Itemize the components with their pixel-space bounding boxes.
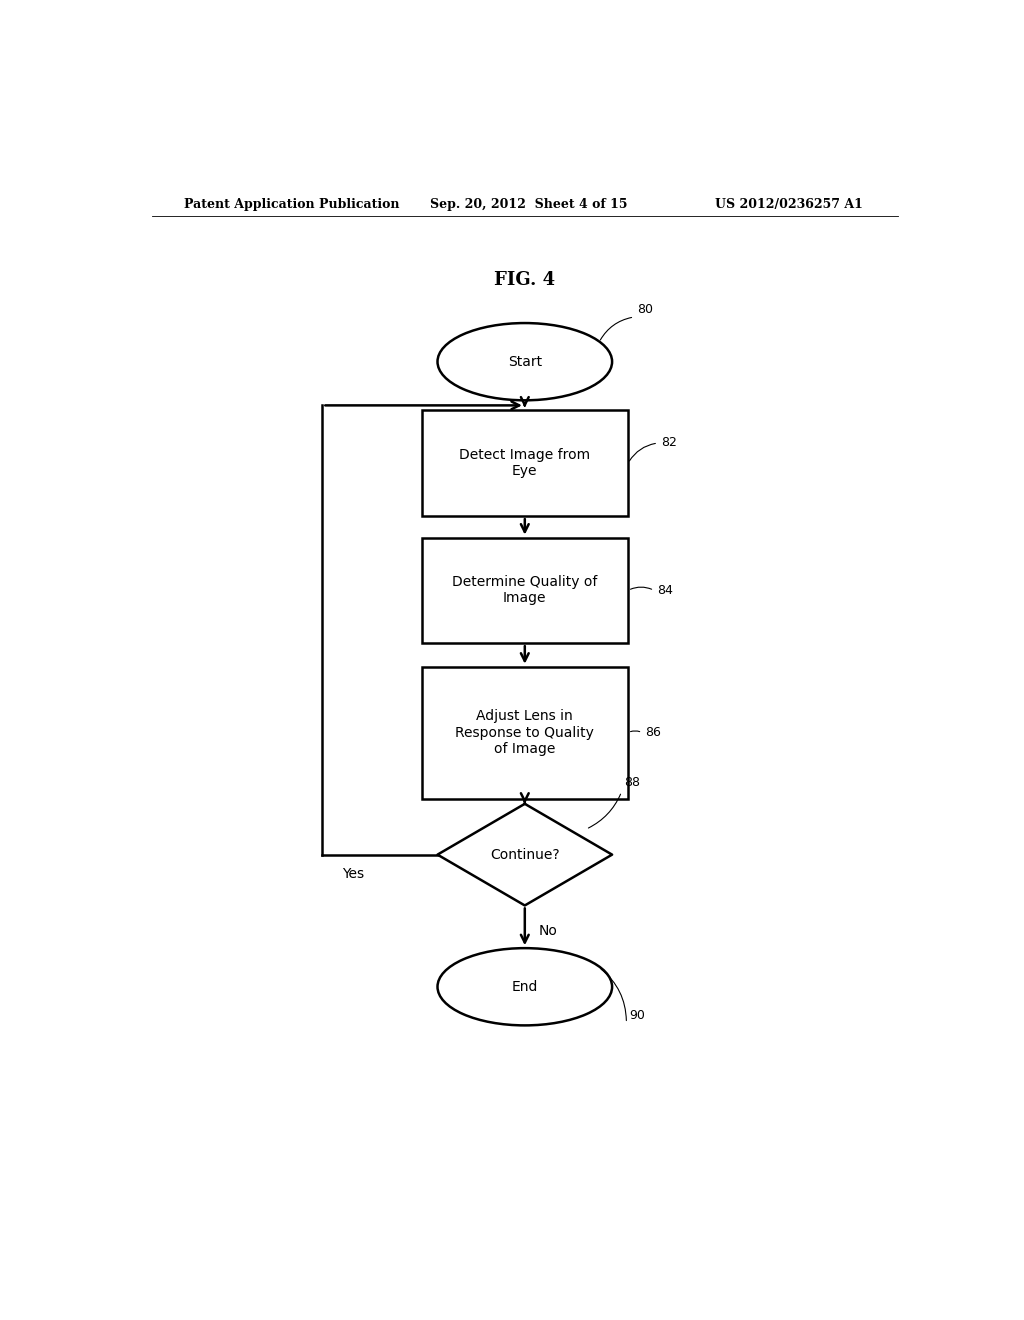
Text: 88: 88	[624, 776, 640, 788]
Bar	[422, 411, 628, 516]
Text: Yes: Yes	[342, 867, 365, 880]
Text: Adjust Lens in
Response to Quality
of Image: Adjust Lens in Response to Quality of Im…	[456, 709, 594, 756]
Text: 80: 80	[638, 304, 653, 315]
Text: Determine Quality of
Image: Determine Quality of Image	[453, 576, 597, 606]
Text: US 2012/0236257 A1: US 2012/0236257 A1	[715, 198, 863, 211]
Text: 82: 82	[662, 437, 677, 450]
Text: Sep. 20, 2012  Sheet 4 of 15: Sep. 20, 2012 Sheet 4 of 15	[430, 198, 627, 211]
Text: 84: 84	[657, 583, 673, 597]
Text: Detect Image from
Eye: Detect Image from Eye	[459, 449, 591, 478]
Text: Patent Application Publication: Patent Application Publication	[183, 198, 399, 211]
Bar	[422, 667, 628, 799]
Text: 90: 90	[630, 1010, 645, 1022]
Text: No: No	[539, 924, 558, 937]
Text: FIG. 4: FIG. 4	[495, 272, 555, 289]
Bar	[422, 537, 628, 643]
Text: End: End	[512, 979, 538, 994]
Text: Start: Start	[508, 355, 542, 368]
Text: Continue?: Continue?	[490, 847, 559, 862]
Text: 86: 86	[645, 726, 662, 739]
